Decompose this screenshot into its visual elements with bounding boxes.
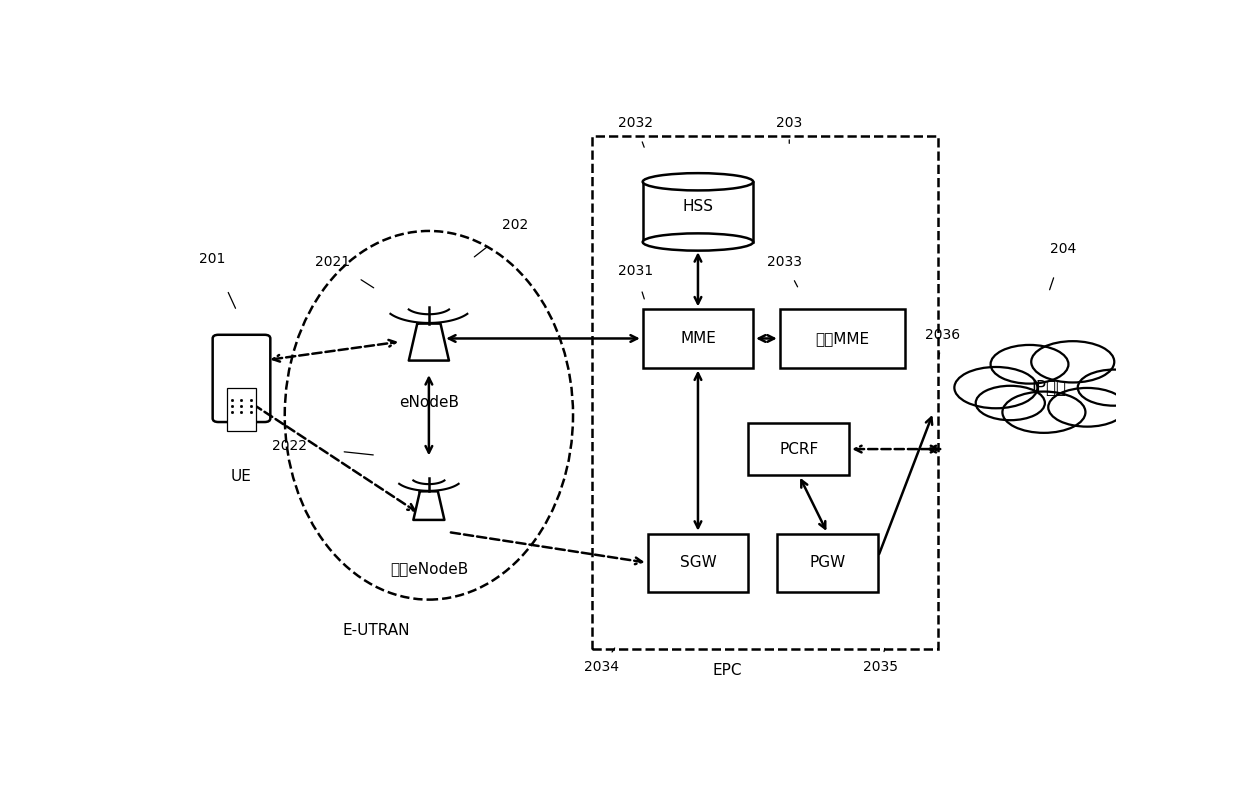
Text: 201: 201 (200, 251, 226, 266)
Bar (777, 534, 878, 592)
Ellipse shape (1048, 388, 1126, 427)
Text: 203: 203 (776, 117, 802, 130)
Text: 其它eNodeB: 其它eNodeB (389, 562, 467, 576)
Ellipse shape (955, 367, 1038, 409)
Text: EPC: EPC (712, 663, 742, 678)
Ellipse shape (1002, 392, 1085, 433)
Ellipse shape (976, 385, 1045, 421)
Text: 2035: 2035 (863, 660, 898, 674)
Bar (749, 423, 849, 475)
Text: 2033: 2033 (768, 255, 802, 269)
Bar (642, 310, 753, 368)
Bar (642, 182, 753, 242)
Ellipse shape (642, 173, 753, 191)
Ellipse shape (642, 233, 753, 251)
Text: E-UTRAN: E-UTRAN (342, 623, 409, 638)
Text: eNodeB: eNodeB (399, 396, 459, 410)
Ellipse shape (1032, 342, 1115, 382)
Text: 2034: 2034 (584, 660, 619, 674)
Text: SGW: SGW (680, 555, 717, 571)
Text: 2032: 2032 (618, 117, 653, 130)
Text: HSS: HSS (682, 199, 713, 214)
Text: UE: UE (231, 469, 252, 484)
Bar (647, 534, 749, 592)
Bar (227, 388, 255, 431)
Text: 2031: 2031 (618, 264, 653, 278)
Polygon shape (413, 492, 444, 520)
Bar (780, 310, 904, 368)
FancyBboxPatch shape (213, 335, 270, 422)
Bar (593, 136, 939, 649)
Text: PGW: PGW (810, 555, 846, 571)
Polygon shape (409, 324, 449, 361)
Ellipse shape (1078, 369, 1151, 405)
Text: 2022: 2022 (272, 439, 308, 453)
Ellipse shape (991, 345, 1069, 384)
Text: IP业务: IP业务 (1032, 378, 1066, 397)
Text: 其它MME: 其它MME (815, 331, 869, 346)
Text: 2021: 2021 (315, 255, 351, 269)
Text: 2036: 2036 (925, 329, 961, 342)
Text: 202: 202 (502, 218, 528, 231)
Text: MME: MME (680, 331, 715, 346)
Text: 204: 204 (1050, 243, 1076, 256)
Text: PCRF: PCRF (779, 441, 818, 456)
